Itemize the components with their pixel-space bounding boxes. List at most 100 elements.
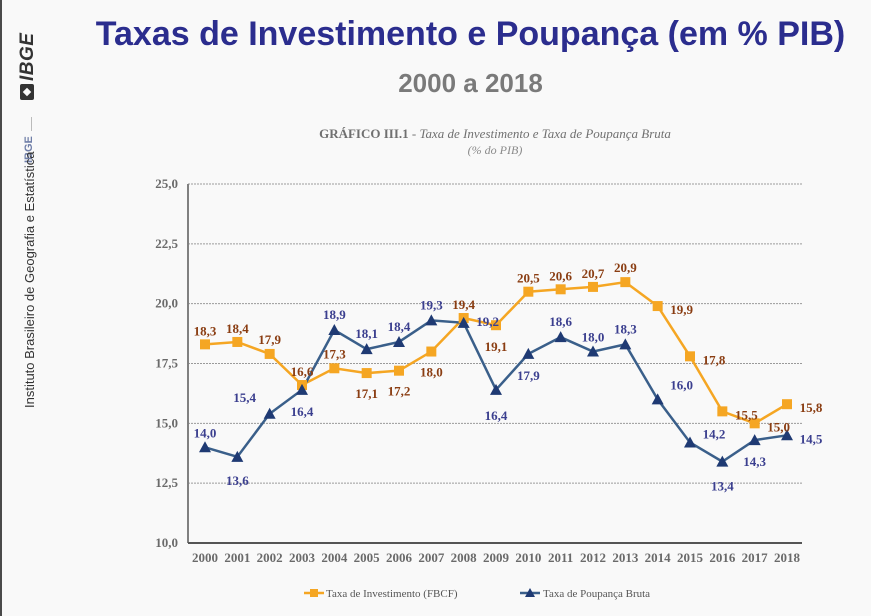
marker-investimento <box>717 406 728 417</box>
data-labels: 18,3 18,4 17,9 16,6 17,3 17,1 17,2 18,0 19,4 19,1… <box>194 260 823 494</box>
marker-poupanca <box>490 383 502 395</box>
marker-poupanca <box>781 429 793 441</box>
marker-poupanca <box>651 393 664 405</box>
data-label-investimento: 20,5 <box>517 271 540 286</box>
data-label-poupanca: 13,4 <box>711 479 734 494</box>
legend-marker-investimento <box>310 589 318 597</box>
data-label-poupanca: 18,4 <box>388 319 411 334</box>
chart-title-separator: - <box>408 126 420 141</box>
marker-poupanca <box>328 323 341 335</box>
x-tick-label: 2018 <box>774 550 801 565</box>
data-label-poupanca: 18,1 <box>355 326 378 341</box>
data-label-investimento: 15,5 <box>735 407 758 422</box>
data-label-investimento: 20,6 <box>549 268 572 283</box>
data-label-investimento: 18,4 <box>226 321 249 336</box>
legend-label-investimento: Taxa de Investimento (FBCF) <box>326 588 458 600</box>
marker-poupanca <box>619 338 632 350</box>
marker-investimento <box>782 399 792 410</box>
x-tick-label: 2001 <box>224 550 250 565</box>
data-label-investimento: 15,0 <box>767 419 790 434</box>
data-label-investimento: 19,4 <box>452 297 475 312</box>
y-tick-label: 25,0 <box>155 176 178 191</box>
marker-poupanca <box>587 345 599 357</box>
sidebar-divider <box>31 117 32 131</box>
chart-subtitle: (% do PIB) <box>467 143 523 157</box>
data-label-poupanca: 18,3 <box>614 321 637 336</box>
x-tick-label: 2007 <box>418 550 445 565</box>
data-label-investimento: 18,0 <box>420 365 443 380</box>
x-tick-label: 2008 <box>451 550 478 565</box>
y-tick-label: 20,0 <box>155 296 178 311</box>
x-tick-label: 2003 <box>289 550 316 565</box>
marker-investimento <box>555 284 566 295</box>
marker-investimento <box>426 346 437 357</box>
x-tick-label: 2011 <box>548 550 573 565</box>
y-tick-label: 22,5 <box>155 236 178 251</box>
x-tick-label: 2013 <box>612 550 639 565</box>
data-label-poupanca: 14,2 <box>703 426 726 441</box>
marker-investimento <box>523 286 534 297</box>
left-border <box>0 0 2 616</box>
marker-poupanca <box>360 343 373 355</box>
marker-investimento <box>588 281 598 292</box>
marker-investimento <box>685 351 695 362</box>
x-tick-label: 2012 <box>580 550 606 565</box>
page-title: Taxas de Investimento e Poupança (em % P… <box>95 15 846 53</box>
marker-poupanca <box>425 314 438 326</box>
data-label-investimento: 15,8 <box>800 400 823 415</box>
y-tick-labels: 10,0 12,5 15,0 17,5 20,0 22,5 25,0 <box>155 176 178 550</box>
data-label-poupanca: 18,6 <box>549 314 572 329</box>
marker-investimento <box>749 418 760 429</box>
data-label-poupanca: 16,4 <box>291 404 314 419</box>
x-tick-label: 2016 <box>709 550 736 565</box>
data-label-investimento: 17,1 <box>355 386 378 401</box>
x-tick-label: 2009 <box>483 550 510 565</box>
x-tick-label: 2014 <box>645 550 672 565</box>
data-label-poupanca: 13,6 <box>226 473 249 488</box>
marker-poupanca <box>554 331 567 343</box>
marker-poupanca <box>684 436 696 448</box>
marker-poupanca <box>522 347 535 359</box>
y-tick-label: 15,0 <box>155 415 178 430</box>
page-subtitle: 2000 a 2018 <box>398 68 543 98</box>
x-tick-labels: 2000 2001 2002 2003 2004 2005 2006 2007 2008 2009… <box>192 550 801 565</box>
marker-poupanca <box>263 407 276 419</box>
marker-poupanca <box>393 335 405 347</box>
marker-investimento <box>491 320 501 331</box>
x-tick-label: 2015 <box>677 550 704 565</box>
data-label-poupanca: 17,9 <box>517 368 540 383</box>
data-label-poupanca: 18,0 <box>582 330 605 345</box>
x-tick-label: 2002 <box>257 550 283 565</box>
marker-investimento <box>620 277 631 288</box>
chart-title-prefix: GRÁFICO III.1 <box>319 126 409 141</box>
x-tick-label: 2017 <box>742 550 769 565</box>
series-markers <box>199 277 793 467</box>
marker-investimento <box>232 336 243 347</box>
data-label-poupanca: 19,3 <box>420 297 443 312</box>
x-tick-label: 2000 <box>192 550 218 565</box>
data-label-poupanca: 14,3 <box>743 454 766 469</box>
gridlines <box>188 183 802 484</box>
marker-poupanca <box>296 383 308 395</box>
marker-investimento <box>394 365 404 376</box>
data-label-poupanca: 15,4 <box>233 390 256 405</box>
data-label-investimento: 16,6 <box>291 364 314 379</box>
legend-label-poupanca: Taxa de Poupança Bruta <box>543 588 650 600</box>
marker-investimento <box>329 363 340 374</box>
data-label-poupanca: 14,5 <box>800 431 823 446</box>
marker-poupanca <box>748 434 761 446</box>
marker-investimento <box>264 348 275 359</box>
chart-title-text: Taxa de Investimento e Taxa de Poupança … <box>419 126 671 141</box>
data-label-investimento: 20,9 <box>614 260 637 275</box>
marker-investimento <box>200 339 210 350</box>
axes <box>187 184 802 544</box>
y-tick-label: 12,5 <box>155 475 178 490</box>
data-label-investimento: 20,7 <box>582 266 605 281</box>
data-label-poupanca: 16,4 <box>485 408 508 423</box>
marker-poupanca <box>199 441 211 453</box>
legend-marker-poupanca <box>525 588 535 597</box>
data-label-poupanca: 14,0 <box>194 425 217 440</box>
data-label-investimento: 19,9 <box>670 302 693 317</box>
data-label-poupanca: 18,9 <box>323 307 346 322</box>
